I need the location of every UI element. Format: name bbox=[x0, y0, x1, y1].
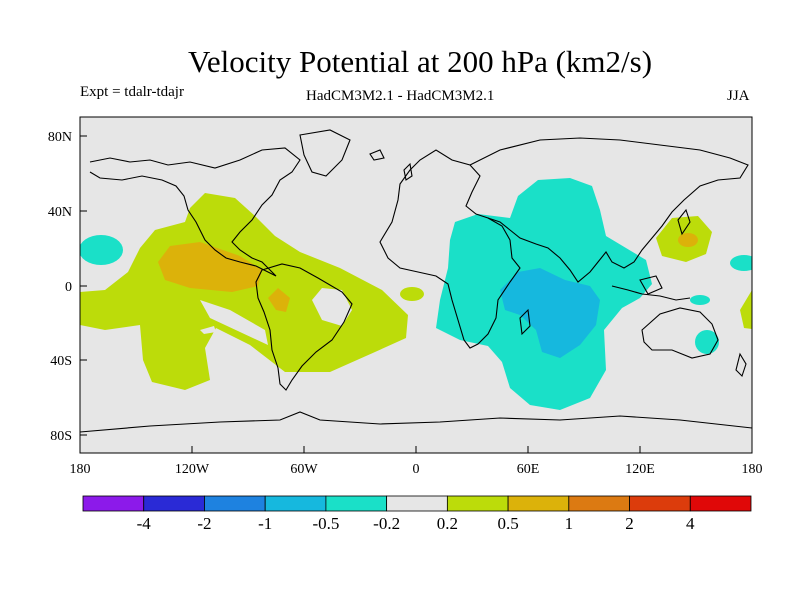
lon-tick-label: 60W bbox=[290, 462, 318, 477]
coastline-iceland bbox=[369, 149, 385, 161]
coastline-uk bbox=[403, 162, 413, 181]
lon-tick-label: 60E bbox=[517, 462, 540, 477]
negative-core-indian-ocean bbox=[500, 268, 600, 358]
colorbar-label: -2 bbox=[197, 514, 211, 533]
coastline-europe-africa bbox=[379, 149, 521, 349]
contour-fill-layer bbox=[80, 129, 752, 433]
lon-tick-label: 0 bbox=[413, 462, 420, 477]
neutral-hole-3 bbox=[200, 300, 268, 345]
colorbar-swatch bbox=[325, 495, 388, 512]
coastline-north-america bbox=[89, 147, 301, 277]
season-label: JJA bbox=[727, 88, 750, 104]
coastline-australia bbox=[641, 307, 719, 359]
coastline-greenland bbox=[299, 129, 351, 177]
chart-title: Velocity Potential at 200 hPa (km2/s) bbox=[187, 44, 653, 79]
colorbar-label: -0.2 bbox=[373, 514, 400, 533]
coastline-asia bbox=[469, 137, 749, 283]
colorbar-swatch bbox=[204, 495, 266, 512]
positive-core-japan bbox=[678, 233, 698, 247]
neutral-hole-1 bbox=[312, 288, 352, 326]
colorbar-swatch bbox=[143, 495, 205, 512]
colorbar-swatch bbox=[446, 495, 509, 512]
coastline-antarctica bbox=[80, 411, 752, 433]
positive-blob-atlantic bbox=[400, 287, 424, 301]
coastline-south-america bbox=[255, 263, 353, 391]
colorbar-swatch bbox=[82, 495, 145, 512]
lon-tick-label: 180 bbox=[742, 462, 763, 477]
lat-tick-label: 80S bbox=[50, 429, 72, 444]
colorbar: -4 -2 -1 -0.5 -0.2 0.2 0.5 1 2 4 bbox=[82, 495, 752, 533]
model-label: HadCM3M2.1 - HadCM3M2.1 bbox=[306, 88, 495, 104]
colorbar-swatch bbox=[629, 495, 691, 512]
colorbar-swatch bbox=[507, 495, 570, 512]
negative-blob-west-pacific bbox=[730, 255, 752, 271]
negative-blob-new-guinea bbox=[690, 295, 710, 305]
positive-region-americas bbox=[80, 193, 408, 390]
colorbar-label: -4 bbox=[137, 514, 152, 533]
coastline-madagascar bbox=[519, 308, 531, 336]
positive-region-date-line bbox=[740, 290, 752, 329]
coastline-new-zealand bbox=[735, 352, 747, 378]
lon-tick-label: 180 bbox=[70, 462, 91, 477]
colorbar-label: 2 bbox=[625, 514, 634, 533]
lon-tick-label: 120W bbox=[175, 462, 210, 477]
colorbar-label: 0.5 bbox=[497, 514, 518, 533]
latitude-axis: 80N 40N 0 40S 80S bbox=[48, 130, 87, 444]
lat-tick-label: 0 bbox=[65, 280, 72, 295]
experiment-label: Expt = tdalr-tdajr bbox=[80, 84, 184, 100]
neutral-hole-2 bbox=[200, 326, 216, 334]
negative-blob-north-pacific bbox=[80, 235, 123, 265]
coastline-japan bbox=[677, 208, 691, 236]
colorbar-label: 0.2 bbox=[437, 514, 458, 533]
coastline-indonesia bbox=[611, 285, 691, 301]
colorbar-label: -1 bbox=[258, 514, 272, 533]
coastline-borneo bbox=[639, 275, 663, 295]
colorbar-swatch bbox=[264, 495, 327, 512]
lat-tick-label: 40S bbox=[50, 354, 72, 369]
colorbar-swatch bbox=[568, 495, 630, 512]
longitude-axis: 180 120W 60W 0 60E 120E 180 bbox=[70, 446, 763, 477]
positive-core-pacific bbox=[158, 242, 262, 292]
colorbar-swatch bbox=[386, 495, 448, 512]
colorbar-label: -0.5 bbox=[312, 514, 339, 533]
colorbar-label: 1 bbox=[565, 514, 574, 533]
lat-tick-label: 80N bbox=[48, 130, 72, 145]
lon-tick-label: 120E bbox=[625, 462, 655, 477]
lat-tick-label: 40N bbox=[48, 205, 72, 220]
coastlines bbox=[80, 129, 752, 433]
positive-core-amazon bbox=[268, 288, 290, 312]
colorbar-label: 4 bbox=[686, 514, 695, 533]
colorbar-swatch bbox=[689, 495, 752, 512]
